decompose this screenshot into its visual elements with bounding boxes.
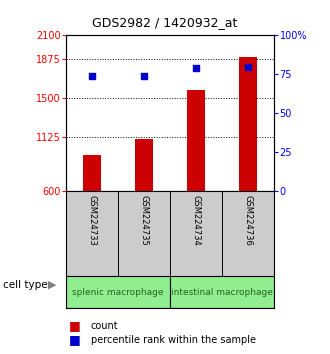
Text: GSM224735: GSM224735 — [140, 195, 148, 246]
Text: GSM224733: GSM224733 — [87, 195, 96, 246]
Text: cell type: cell type — [3, 280, 48, 290]
Point — [141, 73, 147, 79]
Text: ▶: ▶ — [48, 280, 56, 290]
Point — [193, 65, 199, 71]
Text: GSM224736: GSM224736 — [244, 195, 252, 246]
Bar — [66, 276, 170, 308]
Bar — [83, 155, 101, 191]
Bar — [170, 276, 274, 308]
Text: ■: ■ — [69, 319, 81, 332]
Bar — [187, 90, 205, 191]
Text: percentile rank within the sample: percentile rank within the sample — [91, 335, 256, 345]
Bar — [135, 139, 153, 191]
Text: count: count — [91, 321, 118, 331]
Text: ■: ■ — [69, 333, 81, 346]
Text: intestinal macrophage: intestinal macrophage — [171, 287, 273, 297]
Text: GDS2982 / 1420932_at: GDS2982 / 1420932_at — [92, 17, 238, 29]
Text: GSM224734: GSM224734 — [191, 195, 200, 246]
Point — [245, 64, 250, 69]
Text: splenic macrophage: splenic macrophage — [72, 287, 164, 297]
Bar — [239, 57, 257, 191]
Point — [89, 73, 95, 79]
